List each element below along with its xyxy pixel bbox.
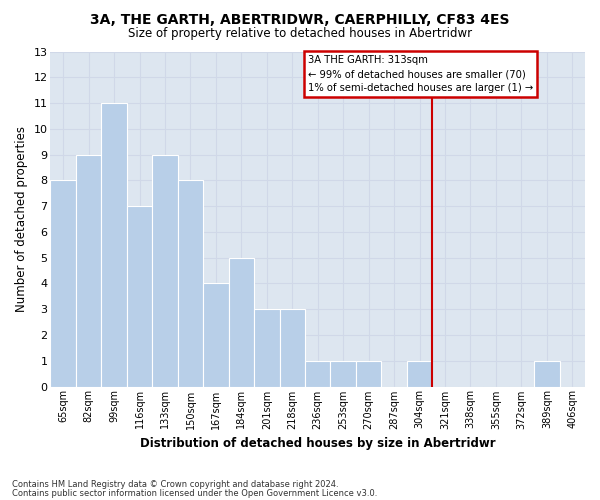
Bar [407,360,432,386]
Bar [203,284,229,387]
Bar [178,180,203,386]
Text: 3A THE GARTH: 313sqm
← 99% of detached houses are smaller (70)
1% of semi-detach: 3A THE GARTH: 313sqm ← 99% of detached h… [308,56,533,94]
Text: Contains public sector information licensed under the Open Government Licence v3: Contains public sector information licen… [12,488,377,498]
Bar [76,154,101,386]
Bar [305,360,331,386]
Bar [152,154,178,386]
Bar [356,360,382,386]
Bar [229,258,254,386]
Bar [534,360,560,386]
Text: Contains HM Land Registry data © Crown copyright and database right 2024.: Contains HM Land Registry data © Crown c… [12,480,338,489]
X-axis label: Distribution of detached houses by size in Abertridwr: Distribution of detached houses by size … [140,437,496,450]
Bar [50,180,76,386]
Bar [280,309,305,386]
Text: Size of property relative to detached houses in Abertridwr: Size of property relative to detached ho… [128,28,472,40]
Text: 3A, THE GARTH, ABERTRIDWR, CAERPHILLY, CF83 4ES: 3A, THE GARTH, ABERTRIDWR, CAERPHILLY, C… [90,12,510,26]
Bar [331,360,356,386]
Y-axis label: Number of detached properties: Number of detached properties [15,126,28,312]
Bar [254,309,280,386]
Bar [127,206,152,386]
Bar [101,103,127,387]
